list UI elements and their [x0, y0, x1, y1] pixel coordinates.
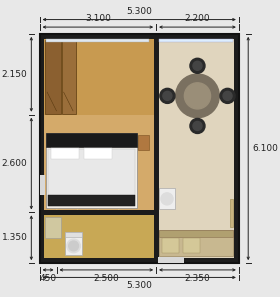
- Bar: [62, 40, 76, 114]
- Bar: [48, 149, 135, 206]
- Bar: [46, 133, 137, 147]
- Circle shape: [193, 121, 202, 130]
- Circle shape: [160, 89, 175, 103]
- Circle shape: [220, 89, 235, 103]
- Circle shape: [193, 61, 202, 70]
- Circle shape: [190, 119, 205, 133]
- Circle shape: [176, 74, 219, 118]
- Bar: [159, 230, 233, 237]
- Bar: [158, 257, 184, 263]
- Circle shape: [223, 91, 232, 100]
- Bar: [46, 40, 149, 42]
- Bar: [138, 135, 149, 150]
- Bar: [159, 188, 175, 209]
- Bar: [162, 238, 179, 253]
- Text: 450: 450: [39, 274, 57, 283]
- Text: 5.300: 5.300: [126, 7, 152, 16]
- Bar: [230, 199, 233, 228]
- Bar: [65, 232, 82, 237]
- Text: 2.350: 2.350: [185, 274, 210, 283]
- Bar: [45, 39, 154, 115]
- Text: 2.200: 2.200: [185, 14, 210, 23]
- Text: 3.100: 3.100: [85, 14, 111, 23]
- Text: 5.300: 5.300: [126, 281, 152, 290]
- Bar: [39, 34, 239, 263]
- Circle shape: [185, 83, 211, 109]
- Circle shape: [163, 91, 172, 100]
- Text: 1.350: 1.350: [2, 233, 27, 242]
- Bar: [46, 133, 137, 208]
- Circle shape: [161, 193, 173, 205]
- Bar: [159, 230, 233, 256]
- Circle shape: [67, 239, 80, 253]
- Text: 2.150: 2.150: [2, 70, 27, 79]
- Text: 6.100: 6.100: [252, 144, 278, 153]
- Bar: [183, 238, 200, 253]
- Bar: [84, 148, 112, 159]
- Text: 2.500: 2.500: [94, 274, 119, 283]
- Bar: [45, 217, 61, 238]
- Bar: [45, 115, 154, 212]
- Bar: [156, 39, 234, 258]
- Bar: [39, 175, 45, 195]
- Text: 2.600: 2.600: [2, 159, 27, 168]
- Bar: [51, 148, 79, 159]
- Bar: [45, 40, 61, 114]
- Bar: [159, 40, 233, 42]
- Bar: [45, 210, 154, 215]
- Circle shape: [69, 241, 78, 251]
- Bar: [154, 39, 158, 258]
- Bar: [48, 195, 135, 206]
- Bar: [45, 212, 154, 258]
- Circle shape: [190, 58, 205, 73]
- Bar: [65, 232, 82, 255]
